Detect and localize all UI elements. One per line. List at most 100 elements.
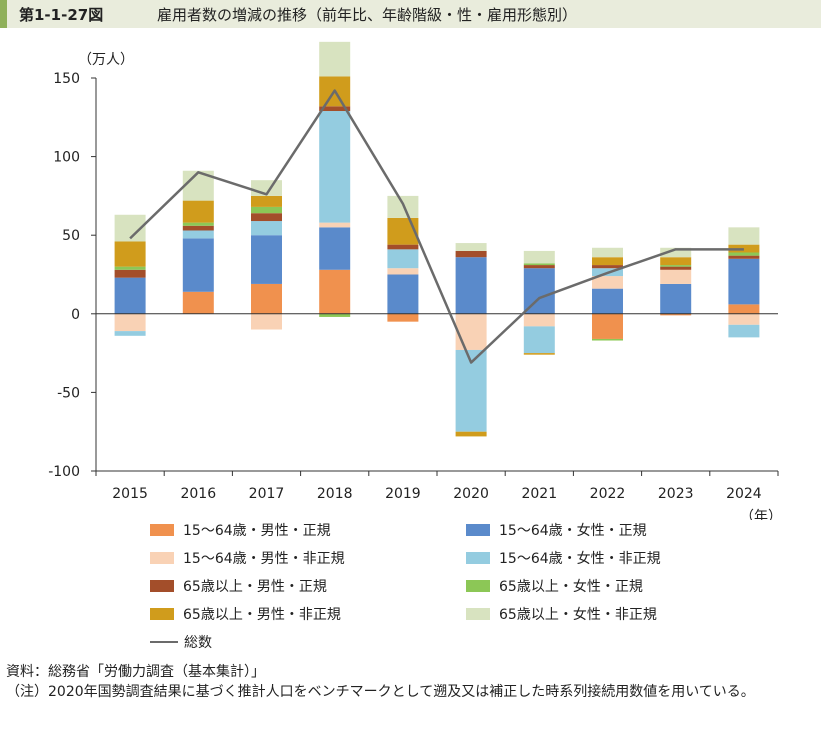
x-tick-label: 2021 (521, 486, 557, 502)
bar-segment (728, 324, 760, 338)
y-tick-label: 100 (53, 150, 80, 166)
total-line (129, 89, 744, 364)
bar-segment (387, 249, 419, 269)
figure-number: 第1-1-27図 (19, 5, 104, 24)
bar-segment (182, 230, 214, 239)
x-tick-label: 2024 (726, 486, 762, 502)
legend-swatch (466, 552, 490, 564)
source-line: 資料：総務省「労働力調査（基本集計）」 (6, 664, 265, 680)
legend-label: 15～64歳・女性・非正規 (499, 551, 661, 567)
legend-label: 15～64歳・男性・正規 (183, 523, 331, 539)
bar-segment (523, 313, 555, 327)
legend-swatch (466, 608, 490, 620)
bar-segment (660, 283, 692, 314)
bar-segment (182, 291, 214, 314)
figure-title: 雇用者数の増減の推移（前年比、年齢階級・性・雇用形態別） (157, 5, 578, 24)
stacked-bar-chart: -100 -50 0 50 100 150 （万人） 2015 2016 2017 2018 2019… (48, 41, 782, 520)
legend-swatch (150, 608, 174, 620)
bar-segment (592, 276, 623, 289)
bar-segment (660, 313, 692, 316)
bar-segment (660, 247, 692, 258)
bar-segment (592, 257, 623, 266)
legend-swatch (150, 552, 174, 564)
bar-segment (114, 266, 146, 270)
bar-segment (114, 331, 146, 336)
bar-segment (114, 277, 146, 314)
bar-segment (592, 265, 623, 269)
bar-segment (523, 250, 555, 264)
bar-segment (455, 431, 487, 437)
bar-segment (182, 200, 214, 223)
note-line: （注）2020年国勢調査結果に基づく推計人口をベンチマークとして遡及又は補正した… (6, 684, 755, 700)
legend-item: 15～64歳・女性・非正規 (466, 548, 661, 568)
legend-label: 65歳以上・男性・非正規 (183, 607, 341, 623)
bar-segment (592, 313, 623, 339)
bar-segment (660, 269, 692, 284)
legend-swatch (466, 524, 490, 536)
x-tick-label: 2017 (249, 486, 285, 502)
bar-segment (455, 250, 487, 258)
header-accent-bar (0, 0, 7, 28)
bar-segment (114, 269, 146, 278)
bar-segment (523, 265, 555, 269)
bar-segment (387, 274, 419, 314)
legend-label: 65歳以上・女性・正規 (499, 579, 643, 595)
legend-item: 65歳以上・女性・正規 (466, 576, 643, 596)
bar-segment (319, 106, 351, 112)
y-tick-label: -50 (57, 385, 80, 401)
legend-label: 15～64歳・女性・正規 (499, 523, 647, 539)
legend-item: 65歳以上・女性・非正規 (466, 604, 657, 624)
bar-segment (319, 41, 351, 77)
bar-segment (251, 195, 282, 207)
bar-segment (251, 206, 282, 214)
bar-segment (319, 111, 351, 223)
x-tick-label: 2022 (590, 486, 626, 502)
bar-segment (455, 243, 487, 251)
bar-segment (455, 313, 487, 350)
y-tick-label: 150 (53, 71, 80, 87)
y-tick-label: -100 (48, 464, 80, 480)
source-notes: 資料：総務省「労働力調査（基本集計）」 （注）2020年国勢調査結果に基づく推計… (6, 662, 816, 702)
x-tick-label: 2020 (453, 486, 489, 502)
y-axis-unit: （万人） (78, 52, 134, 68)
legend-swatch (150, 580, 174, 592)
bar-segment (251, 235, 282, 284)
bar-segment (728, 252, 760, 256)
bar-segment (319, 222, 351, 228)
legend-swatch (466, 580, 490, 592)
x-axis-unit: （年） (740, 509, 782, 520)
legend-item: 15～64歳・男性・正規 (150, 520, 331, 540)
bar-segment (728, 258, 760, 305)
figure-header: 第1-1-27図 雇用者数の増減の推移（前年比、年齢階級・性・雇用形態別） (0, 0, 821, 28)
x-tick-label: 2015 (112, 486, 148, 502)
x-tick-label: 2023 (658, 486, 694, 502)
bar-segment (114, 241, 146, 267)
bar-segment (251, 213, 282, 222)
legend-item: 15～64歳・女性・正規 (466, 520, 647, 540)
bar-segment (387, 268, 419, 275)
bar-segment (319, 227, 351, 270)
bar-segment (455, 257, 487, 314)
legend-item: 15～64歳・男性・非正規 (150, 548, 345, 568)
legend-line-swatch (150, 641, 178, 643)
bar-segment (523, 353, 555, 355)
bar-segment (319, 269, 351, 314)
bar-segment (660, 265, 692, 267)
y-tick-label: 0 (71, 307, 80, 323)
bar-segment (251, 313, 282, 330)
bar-segment (592, 338, 623, 341)
x-tick-label: 2018 (317, 486, 353, 502)
legend-label: 総数 (184, 635, 212, 651)
bar-segment (182, 238, 214, 292)
bar-segment (319, 313, 351, 317)
bar-segment (728, 227, 760, 245)
bar-segment (728, 313, 760, 325)
bar-segment (523, 263, 555, 266)
bar-segment (728, 304, 760, 314)
y-tick-label: 50 (62, 228, 80, 244)
legend-item: 65歳以上・男性・非正規 (150, 604, 341, 624)
bar-segment (182, 225, 214, 231)
bar-segment (523, 326, 555, 354)
x-tick-label: 2019 (385, 486, 421, 502)
legend-swatch (150, 524, 174, 536)
